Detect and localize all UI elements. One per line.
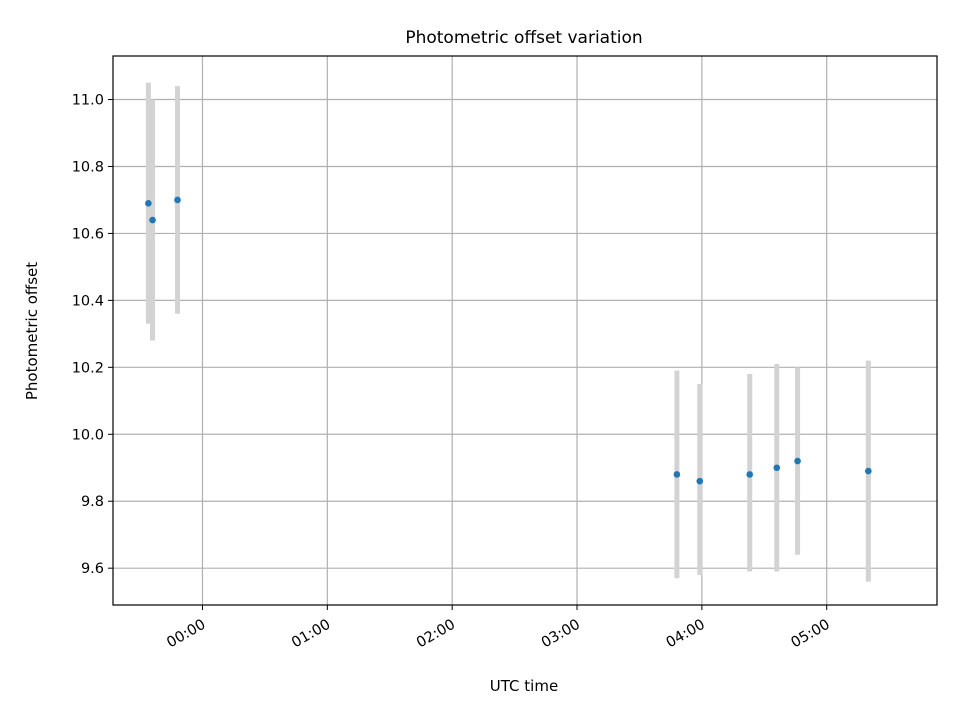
grid <box>113 56 937 605</box>
data-point <box>773 464 781 472</box>
errorbars <box>145 82 871 582</box>
x-tick-label: 01:00 <box>289 617 333 652</box>
y-tick-label: 9.6 <box>81 561 104 577</box>
data-point <box>145 199 152 207</box>
x-tick-label: 04:00 <box>664 617 708 652</box>
y-tick-label: 10.8 <box>72 159 104 175</box>
data-point <box>174 196 181 204</box>
x-tick-label: 03:00 <box>539 617 583 652</box>
y-tick-label: 11.0 <box>72 93 104 109</box>
y-tick-label: 10.4 <box>72 293 104 309</box>
plot-frame <box>112 55 938 606</box>
points <box>145 196 872 485</box>
y-tick-label: 10.2 <box>72 360 104 376</box>
data-point <box>746 471 754 478</box>
y-tick-label: 10.6 <box>72 226 104 242</box>
x-tick-label: 00:00 <box>164 617 208 652</box>
data-point <box>794 457 801 465</box>
y-axis-label: Photometric offset <box>23 262 41 400</box>
x-axis-label: UTC time <box>490 677 558 695</box>
data-point <box>673 471 681 478</box>
x-axis: 00:00 01:00 02:00 03:00 04:00 05:00 <box>164 605 833 652</box>
data-point <box>865 467 872 475</box>
y-tick-label: 9.8 <box>81 494 104 510</box>
x-tick-label: 05:00 <box>789 617 833 652</box>
data-point <box>696 477 704 485</box>
chart-title: Photometric offset variation <box>405 28 642 48</box>
y-axis: 9.6 9.8 10.0 10.2 10.4 10.6 10.8 11.0 <box>72 93 113 577</box>
data-point <box>149 216 156 224</box>
y-tick-label: 10.0 <box>72 427 104 443</box>
x-tick-label: 02:00 <box>414 617 458 652</box>
